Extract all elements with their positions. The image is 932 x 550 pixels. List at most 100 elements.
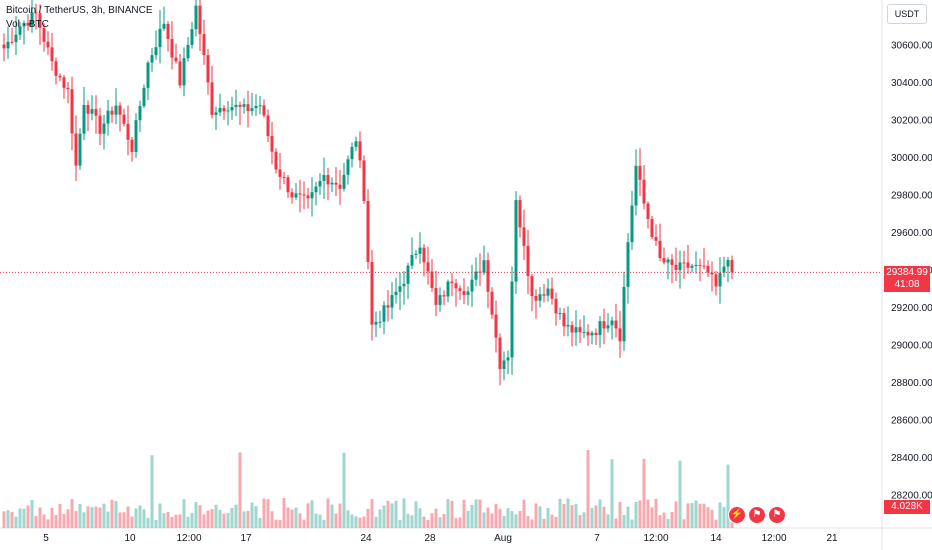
volume-bar: [142, 509, 146, 528]
volume-bar: [166, 511, 170, 528]
candle-body: [322, 175, 326, 181]
volume-bar: [126, 506, 130, 528]
volume-bar: [230, 507, 234, 528]
candle-body: [70, 89, 74, 134]
volume-bar: [382, 505, 386, 528]
candle-body: [506, 357, 510, 361]
candle-body: [494, 314, 498, 338]
price-tick-label: 30200.00: [891, 116, 932, 127]
volume-bar: [602, 506, 606, 528]
volume-bar: [370, 499, 374, 528]
volume-bar: [498, 508, 502, 528]
volume-bar: [158, 503, 162, 528]
candle-body: [530, 276, 534, 296]
volume-bar: [454, 518, 458, 528]
candle-body: [714, 274, 718, 287]
volume-bar: [290, 509, 294, 528]
candle-body: [566, 324, 570, 327]
candle-body: [418, 247, 422, 254]
volume-bar: [38, 507, 42, 528]
volume-bar: [114, 500, 118, 528]
volume-bar: [30, 500, 34, 528]
volume-bar: [606, 514, 610, 528]
candle-body: [122, 114, 126, 124]
candle-body: [518, 200, 522, 228]
candle-body: [278, 169, 282, 177]
volume-bar: [574, 504, 578, 528]
candle-body: [342, 174, 346, 189]
volume-bar: [642, 458, 646, 528]
candle-body: [414, 253, 418, 255]
lightning-icon[interactable]: ⚡: [728, 506, 746, 524]
volume-bar: [522, 499, 526, 528]
volume-bar: [514, 514, 518, 528]
candle-body: [142, 87, 146, 107]
volume-bar: [430, 513, 434, 528]
volume-bar: [354, 516, 358, 528]
volume-bar: [442, 514, 446, 528]
candle-body: [238, 104, 242, 107]
candle-body: [266, 115, 270, 137]
candle-body: [662, 257, 666, 263]
volume-bar: [538, 506, 542, 528]
flag-icon[interactable]: ⚑: [768, 506, 786, 524]
candle-body: [290, 192, 294, 198]
candle-body: [442, 295, 446, 297]
candle-body: [682, 262, 686, 264]
flag-icon[interactable]: ⚑: [748, 506, 766, 524]
time-tick-label: 12:00: [643, 533, 668, 544]
candle-body: [114, 105, 118, 115]
volume-bar: [358, 517, 362, 528]
volume-bar: [118, 512, 122, 528]
candle-body: [614, 320, 618, 329]
volume-bar: [182, 499, 186, 528]
candle-body: [538, 294, 542, 301]
currency-unit-button[interactable]: USDT: [887, 4, 927, 24]
candle-body: [486, 260, 490, 292]
volume-bar: [702, 503, 706, 528]
volume-bar: [686, 503, 690, 528]
candle-body: [314, 186, 318, 193]
time-tick-label: 7: [594, 533, 600, 544]
volume-bar: [710, 509, 714, 528]
volume-bar: [294, 507, 298, 528]
candle-body: [134, 120, 138, 152]
volume-bar: [558, 498, 562, 528]
volume-bar: [102, 503, 106, 528]
candle-body: [422, 247, 426, 263]
volume-bar: [162, 513, 166, 528]
volume-bar: [674, 501, 678, 528]
volume-bar: [134, 508, 138, 528]
candle-body: [458, 288, 462, 291]
candle-body: [294, 193, 298, 198]
candle-body: [390, 295, 394, 308]
chart-legend: Bitcoin / TetherUS, 3h, BINANCE Vol · BT…: [6, 4, 153, 32]
last-price-tag: 29384.99 41:08: [884, 266, 930, 292]
candle-body: [502, 360, 506, 369]
volume-bar: [6, 510, 10, 528]
candle-body: [54, 61, 58, 76]
candle-body: [274, 151, 278, 170]
candle-body: [22, 22, 26, 27]
volume-bar: [562, 504, 566, 528]
time-tick-label: 12:00: [761, 533, 786, 544]
volume-bar: [482, 512, 486, 528]
volume-bar: [534, 503, 538, 528]
time-tick-label: 28: [424, 533, 436, 544]
candle-body: [262, 105, 266, 116]
candle-body: [354, 141, 358, 147]
volume-bar: [378, 509, 382, 528]
candle-body: [302, 194, 306, 196]
volume-bar: [78, 504, 82, 528]
candle-body: [346, 159, 350, 175]
volume-bar: [690, 503, 694, 528]
volume-bar: [282, 498, 286, 528]
candle-body: [398, 286, 402, 292]
volume-bar: [278, 519, 282, 528]
volume-bar: [474, 499, 478, 528]
volume-bar: [74, 510, 78, 528]
volume-bar: [422, 516, 426, 528]
candle-body: [498, 337, 502, 369]
candle-body: [102, 123, 106, 134]
